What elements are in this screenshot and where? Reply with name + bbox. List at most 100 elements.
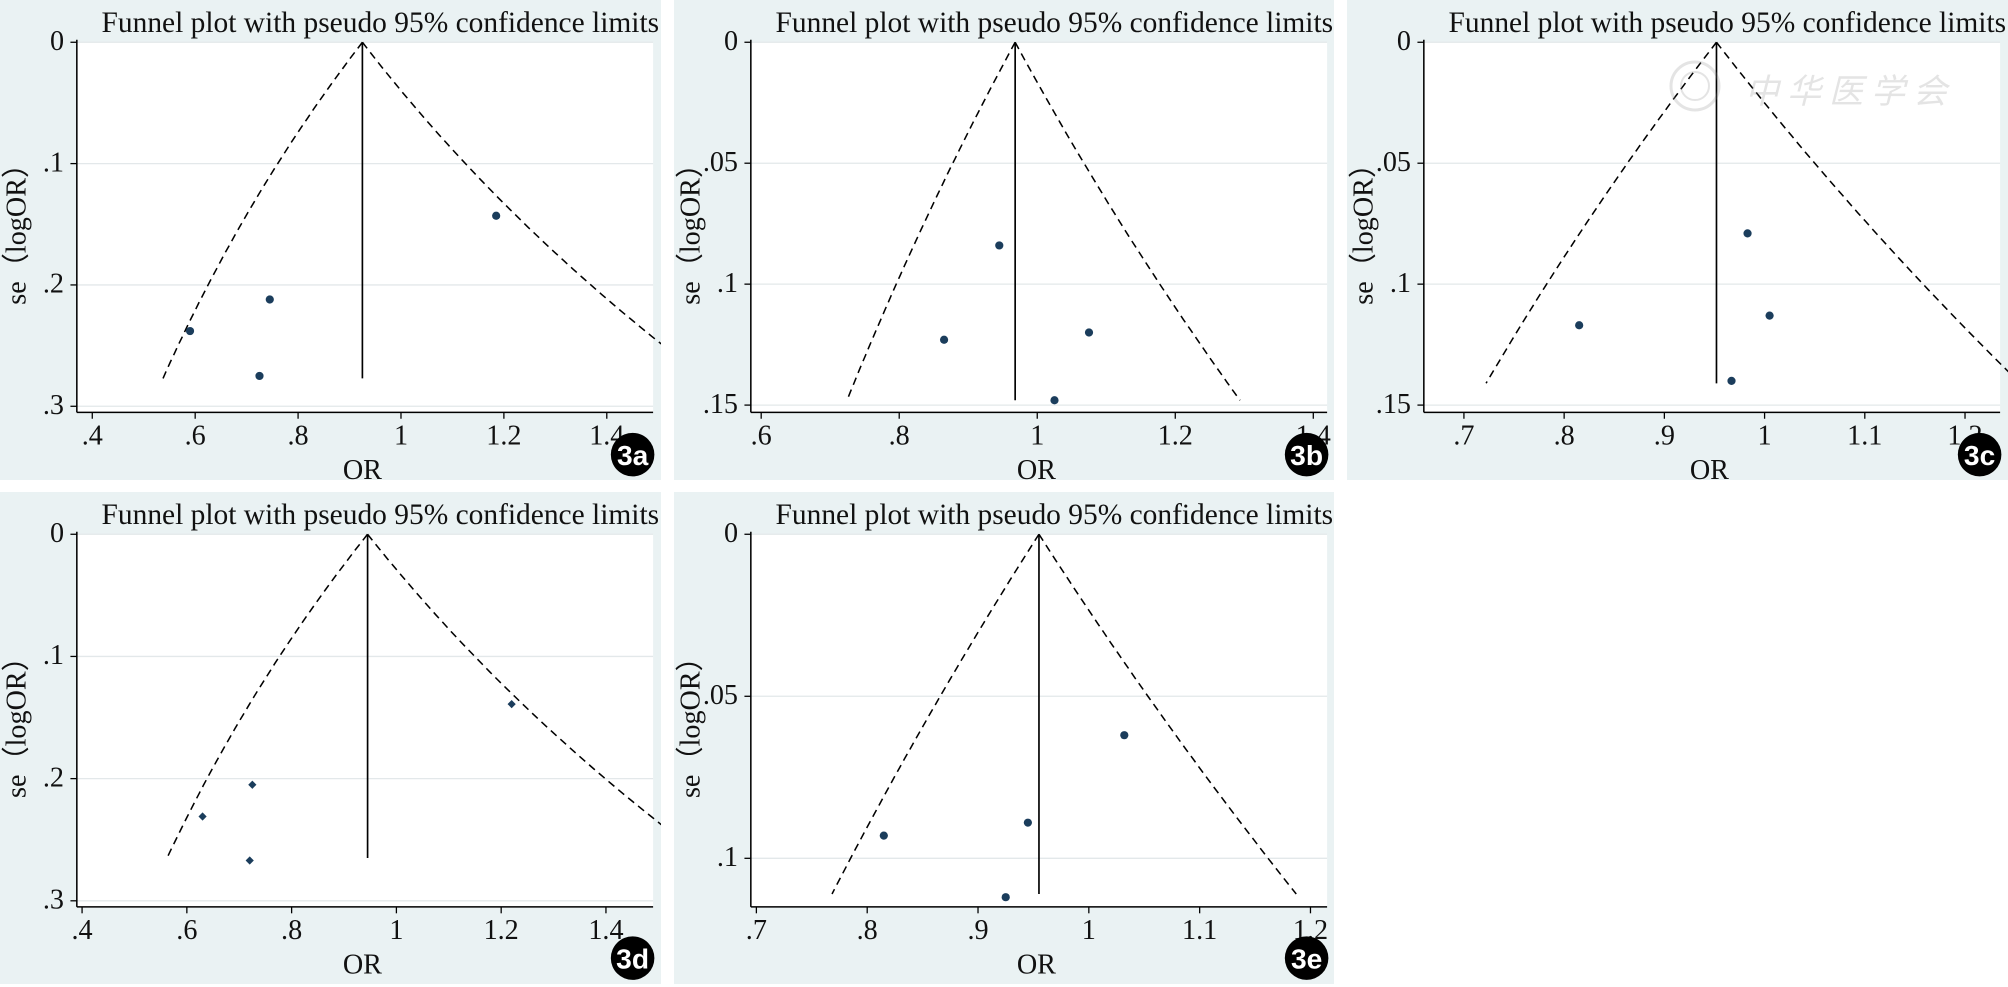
x-tick-label: .4 bbox=[82, 420, 103, 451]
study-point bbox=[245, 856, 254, 865]
study-point bbox=[1575, 321, 1584, 330]
x-tick-label: 1.1 bbox=[1182, 915, 1217, 946]
plot-area bbox=[750, 42, 1327, 413]
study-point bbox=[1119, 730, 1128, 740]
y-tick-label: .3 bbox=[43, 884, 64, 915]
y-tick-label: .15 bbox=[702, 389, 737, 420]
chart-title: Funnel plot with pseudo 95% confidence l… bbox=[102, 7, 660, 39]
panel-badge bbox=[610, 432, 655, 477]
ci-limit-upper bbox=[1037, 533, 1297, 895]
chart-title: Funnel plot with pseudo 95% confidence l… bbox=[775, 499, 1333, 531]
x-tick-label: .7 bbox=[745, 915, 766, 946]
y-tick-label: 0 bbox=[50, 26, 64, 57]
study-point bbox=[185, 326, 195, 336]
study-point bbox=[492, 211, 501, 220]
study-point bbox=[1765, 311, 1774, 320]
y-axis-title: se（logOR） bbox=[674, 643, 706, 798]
ci-limit-lower bbox=[162, 41, 364, 379]
panel-badge-label: 3b bbox=[1290, 439, 1323, 471]
study-point bbox=[1001, 892, 1010, 902]
x-tick-label: .6 bbox=[176, 915, 197, 946]
x-tick-label: 1 bbox=[1081, 915, 1095, 946]
y-axis-title: se（logOR） bbox=[1, 150, 33, 305]
x-tick-label: 1.4 bbox=[588, 915, 623, 946]
study-point bbox=[879, 831, 888, 840]
x-tick-label: 1.1 bbox=[1847, 420, 1882, 451]
ci-limit-lower bbox=[1485, 41, 1718, 384]
study-point bbox=[248, 780, 257, 789]
y-axis-title: se（logOR） bbox=[1, 643, 33, 798]
y-tick-label: .1 bbox=[43, 147, 64, 178]
study-point bbox=[255, 371, 264, 381]
x-axis-title: OR bbox=[343, 455, 382, 480]
x-tick-label: .9 bbox=[1654, 420, 1675, 451]
panel-badge bbox=[610, 936, 655, 980]
x-tick-label: .8 bbox=[281, 915, 302, 946]
x-tick-label: .8 bbox=[288, 420, 309, 451]
funnel-panel-3e: 0.05.1.7.8.9 1 1.1 1.2 Funnel plot with pseu… bbox=[673, 491, 1335, 984]
watermark-text: 中华医学会 bbox=[1745, 72, 1955, 112]
x-tick-label: .6 bbox=[185, 420, 206, 451]
panel-badge-label: 3e bbox=[1291, 942, 1322, 974]
y-tick-label: 0 bbox=[724, 518, 738, 549]
panel-badge bbox=[1284, 432, 1328, 477]
seal-icon bbox=[1669, 60, 1721, 112]
study-point bbox=[265, 295, 274, 304]
panel-badge bbox=[1284, 936, 1328, 980]
y-tick-label: .1 bbox=[716, 268, 737, 299]
y-tick-label: 0 bbox=[724, 26, 738, 57]
publisher-watermark: 中华医学会 bbox=[1665, 56, 1955, 116]
ci-limit-lower bbox=[845, 41, 1016, 401]
panel-badge-label: 3a bbox=[617, 439, 649, 471]
ci-limit-upper bbox=[366, 533, 661, 826]
x-tick-label: .9 bbox=[967, 915, 988, 946]
plot-area bbox=[1424, 42, 2001, 413]
y-tick-label: .3 bbox=[43, 390, 64, 421]
y-tick-label: .1 bbox=[716, 842, 737, 873]
panel-badge-label: 3c bbox=[1964, 439, 1995, 471]
x-tick-label: 1.2 bbox=[486, 420, 521, 451]
x-tick-label: .6 bbox=[750, 420, 771, 451]
ci-limit-lower bbox=[166, 533, 369, 859]
x-tick-label: 1.2 bbox=[1157, 420, 1192, 451]
y-tick-label: .2 bbox=[43, 762, 64, 793]
y-tick-label: .1 bbox=[1390, 268, 1411, 299]
x-tick-label: 1.2 bbox=[484, 915, 519, 946]
funnel-panel-3c: 0.05.1.15.7.8.9 1 1.1 1.2 Funnel plot with p… bbox=[1347, 0, 2008, 481]
ci-limit-lower bbox=[830, 533, 1040, 895]
y-tick-label: 0 bbox=[1397, 26, 1411, 57]
study-point bbox=[939, 335, 948, 344]
x-tick-label: .8 bbox=[1554, 420, 1575, 451]
study-point bbox=[994, 241, 1003, 250]
ci-limit-upper bbox=[1014, 41, 1241, 401]
y-tick-label: .05 bbox=[1376, 147, 1411, 178]
chart-title: Funnel plot with pseudo 95% confidence l… bbox=[102, 499, 660, 531]
y-tick-label: .1 bbox=[43, 640, 64, 671]
x-tick-label: 1 bbox=[1758, 420, 1772, 451]
funnel-chart-svg-3d: 0 .1 .2 .3 .4 .6 .8 1 1.2 1.4 Funnel plot with pse… bbox=[1, 499, 661, 980]
ci-limit-upper bbox=[1716, 41, 2008, 373]
study-point bbox=[507, 699, 516, 708]
study-point bbox=[1049, 396, 1059, 405]
x-tick-label: .7 bbox=[1454, 420, 1475, 451]
funnel-panel-3a: 0.1.2.3.4.6.8 1 1.2 1.4 Funnel plot with pse… bbox=[0, 0, 661, 481]
y-tick-label: .05 bbox=[702, 680, 737, 711]
study-point bbox=[1084, 328, 1093, 337]
x-tick-label: 1 bbox=[394, 420, 408, 451]
x-tick-label: 1 bbox=[1030, 420, 1044, 451]
funnel-panel-3d: 0 .1 .2 .3 .4 .6 .8 1 1.2 1.4 Funnel plot with pse… bbox=[0, 491, 661, 984]
study-point bbox=[1023, 818, 1032, 827]
x-tick-label: .8 bbox=[856, 915, 877, 946]
panel-badge-label: 3d bbox=[616, 942, 649, 974]
x-axis-title: OR bbox=[1016, 949, 1055, 980]
chart-title: Funnel plot with pseudo 95% confidence l… bbox=[1449, 7, 2007, 39]
plot-area bbox=[76, 42, 654, 413]
y-tick-label: .05 bbox=[702, 147, 737, 178]
plot-area bbox=[76, 534, 654, 907]
x-tick-label: .4 bbox=[72, 915, 93, 946]
y-tick-label: 0 bbox=[50, 518, 64, 549]
chart-title: Funnel plot with pseudo 95% confidence l… bbox=[775, 7, 1333, 39]
